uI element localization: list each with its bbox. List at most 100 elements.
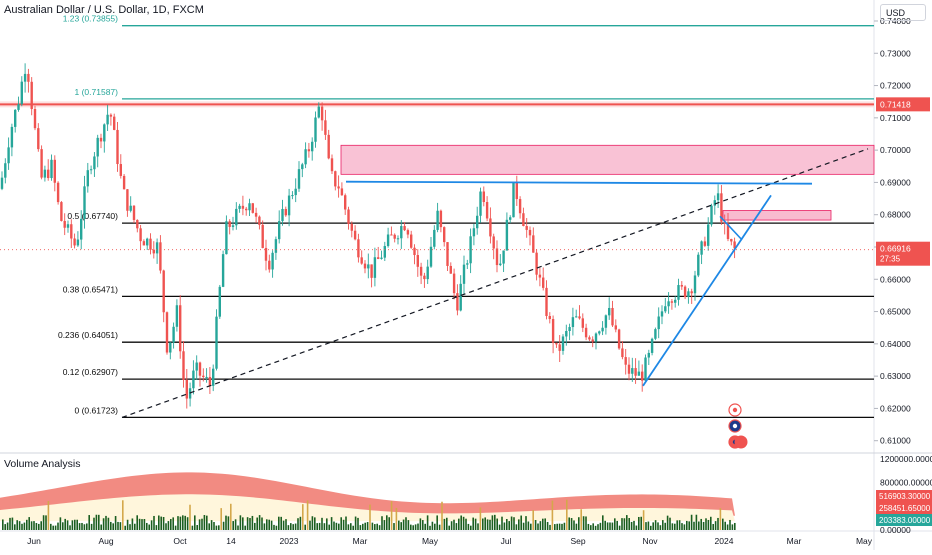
candle-body [446,242,449,266]
volume-bar [138,518,141,530]
volume-bar [69,525,71,530]
candle-body [687,291,690,298]
volume-bar [400,522,402,530]
candle-body [56,182,60,203]
volume-lower-band [0,494,735,522]
candle-body [456,293,459,311]
volume-bar [23,522,26,530]
candle-body [637,371,641,376]
candle-body [700,241,703,255]
volume-bar [309,520,311,530]
volume-bar [484,517,486,530]
volume-bar [364,522,366,530]
candle-body [551,319,555,343]
volume-bar [100,524,102,530]
candle-body [350,223,353,231]
volume-bar [114,516,117,530]
volume-bar [506,518,508,530]
candle-body [324,120,327,135]
candle-body [301,164,304,170]
volume-bar [441,501,443,530]
candle-body [373,257,377,278]
candle-body [657,316,660,330]
candle-body [598,331,601,334]
candle-body [730,239,733,242]
volume-bar [66,520,69,530]
volume-bar [518,519,520,530]
volume-bar [213,522,215,530]
candle-body [624,357,627,365]
volume-bar [210,520,213,530]
volume-bar [686,520,688,530]
volume-bar [302,504,304,530]
candle-body [340,188,344,196]
time-tick-label: Aug [98,536,113,546]
volume-bar [222,521,225,530]
volume-bar [614,518,616,530]
candle-body [380,257,383,259]
volume-bar [254,522,256,530]
candle-body [208,376,212,386]
volume-bar [638,516,640,530]
volume-bar [503,522,506,530]
candle-body [185,379,188,399]
candle-body [617,329,621,349]
volume-bar [124,525,126,530]
volume-bar [242,517,244,530]
candle-body [53,159,56,183]
volume-bar [522,522,525,530]
time-tick-label: Mar [353,536,368,546]
volume-bar [371,522,374,530]
volume-bar [249,518,251,530]
candle-body [109,114,113,117]
candle-body [532,235,535,253]
us-flag-event-icon-2[interactable] [734,435,748,449]
candle-body [634,368,637,376]
volume-bar [162,517,165,530]
candle-body [693,275,697,294]
volume-bar [606,522,609,530]
volume-value-text: 203383.00000 [879,516,931,525]
volume-bar [472,517,474,530]
volume-bar [9,517,11,530]
volume-bar [261,517,263,530]
volume-bar [688,521,690,530]
price-tick-label: 0.65000 [880,307,911,317]
volume-bar [374,524,376,530]
currency-selector[interactable]: USD [880,4,926,21]
candle-body [311,141,314,152]
volume-bar [182,515,184,530]
candle-body [142,241,146,246]
volume-bar [218,525,220,530]
candle-body [433,229,436,247]
volume-bar [520,515,522,530]
candle-body [30,81,33,110]
volume-bar [438,524,441,530]
candle-body [386,234,390,247]
volume-bar [640,516,642,530]
candle-body [413,247,416,256]
candle-body [588,337,591,340]
price-tick-label: 0.63000 [880,371,911,381]
volume-value-tag [876,514,932,526]
candle-body [680,285,683,287]
volume-bar [11,517,14,530]
candle-body [238,205,241,209]
candle-body [703,241,707,246]
candle-body [363,263,367,269]
volume-bar [98,514,100,530]
volume-bar [278,516,280,530]
volume-bar [194,515,196,530]
volume-bar [350,523,352,530]
candle-body [604,315,608,328]
candle-body [172,326,175,343]
candle-body [241,205,245,209]
candle-body [614,325,617,330]
volume-bar [196,525,198,530]
volume-bar [345,516,347,530]
volume-bar [335,522,338,530]
candle-body [697,254,700,276]
candle-body [347,209,350,224]
